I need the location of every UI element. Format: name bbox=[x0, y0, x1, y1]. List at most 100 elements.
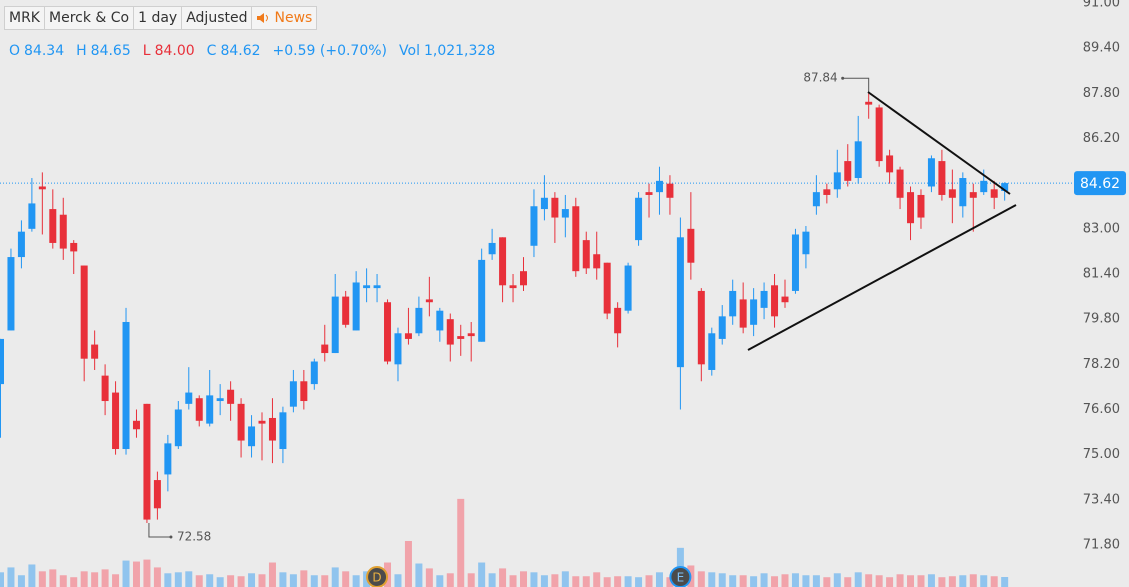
volume-bar bbox=[268, 562, 276, 587]
volume-bar bbox=[666, 577, 674, 587]
volume-bar bbox=[300, 570, 308, 587]
volume-bar bbox=[436, 575, 444, 587]
volume-bar bbox=[812, 575, 820, 587]
y-tick-label: 75.00 bbox=[1083, 447, 1120, 462]
y-tick-label: 89.40 bbox=[1083, 41, 1120, 56]
y-tick-label: 91.00 bbox=[1083, 0, 1120, 11]
volume-bar bbox=[750, 576, 758, 587]
candle-body bbox=[980, 180, 988, 193]
volume-bar bbox=[478, 562, 486, 587]
volume-bar bbox=[28, 564, 36, 587]
volume-bar bbox=[635, 577, 643, 587]
candle-body bbox=[352, 282, 360, 331]
y-tick-label: 83.00 bbox=[1083, 221, 1120, 236]
candle-body bbox=[614, 307, 622, 334]
y-tick-label: 76.60 bbox=[1083, 402, 1120, 417]
volume-bar bbox=[561, 571, 569, 587]
speaker-icon bbox=[257, 13, 269, 23]
candle-body bbox=[666, 183, 674, 198]
news-button[interactable]: News bbox=[251, 6, 318, 30]
quote-item: O 84.34 bbox=[9, 43, 68, 59]
event-label: D bbox=[372, 571, 381, 585]
interval[interactable]: 1 day bbox=[133, 6, 183, 30]
candle-body bbox=[708, 333, 716, 370]
candle-body bbox=[143, 403, 151, 520]
volume-bar bbox=[948, 576, 956, 587]
volume-bar bbox=[959, 575, 967, 587]
candle-body bbox=[7, 257, 15, 331]
candle-body bbox=[59, 214, 67, 249]
volume-bar bbox=[781, 574, 789, 587]
volume-bar bbox=[875, 575, 883, 587]
event-marker[interactable] bbox=[366, 566, 389, 587]
volume-bar bbox=[886, 577, 894, 587]
candle-body bbox=[823, 189, 831, 195]
candle-body bbox=[415, 307, 423, 334]
event-marker[interactable] bbox=[669, 566, 692, 587]
candle-body bbox=[394, 333, 402, 365]
annotation-label: 72.58 bbox=[177, 529, 211, 543]
quote-label: H bbox=[76, 43, 87, 59]
volume-bar bbox=[49, 569, 57, 587]
quote-value: 84.00 bbox=[154, 43, 195, 59]
candle-body bbox=[164, 443, 172, 475]
volume-bar bbox=[258, 574, 266, 587]
candle-body bbox=[771, 285, 779, 317]
volume-bar bbox=[132, 561, 140, 587]
candle-body bbox=[802, 231, 810, 255]
volume-bar bbox=[331, 567, 339, 587]
annotation-label: 87.84 bbox=[803, 71, 837, 85]
candle-body bbox=[603, 262, 611, 314]
volume-bar bbox=[404, 540, 412, 587]
candle-body bbox=[624, 265, 632, 311]
candle-body bbox=[404, 333, 412, 339]
company-name: Merck & Co bbox=[44, 6, 135, 30]
symbol[interactable]: MRK bbox=[4, 6, 45, 30]
volume-bar bbox=[352, 575, 360, 587]
volume-bar bbox=[101, 569, 109, 587]
candle-body bbox=[886, 155, 894, 173]
candle-body bbox=[478, 259, 486, 342]
volume-bar bbox=[645, 575, 653, 587]
volume-bar bbox=[216, 577, 224, 587]
candle-body bbox=[687, 228, 695, 263]
volume-bar bbox=[206, 574, 214, 587]
annotation-dot bbox=[841, 76, 845, 80]
volume-bar bbox=[59, 575, 67, 587]
candle-body bbox=[969, 192, 977, 198]
volume-bar bbox=[927, 574, 935, 587]
adjustment[interactable]: Adjusted bbox=[181, 6, 253, 30]
candle-body bbox=[457, 336, 465, 339]
candle-body bbox=[363, 285, 371, 289]
candle-body bbox=[655, 180, 663, 193]
volume-bar bbox=[279, 572, 287, 587]
volume-bar bbox=[185, 571, 193, 587]
volume-bar bbox=[718, 573, 726, 587]
annotation-leader bbox=[148, 522, 171, 538]
candle-body bbox=[132, 420, 140, 430]
last-price-box bbox=[1074, 171, 1126, 196]
y-tick-label: 86.20 bbox=[1083, 131, 1120, 146]
volume-bar bbox=[739, 575, 747, 587]
volume-bar bbox=[771, 576, 779, 587]
candle-body bbox=[289, 381, 297, 407]
volume-bar bbox=[844, 577, 852, 587]
volume-bar bbox=[227, 575, 235, 587]
volume-bar bbox=[122, 560, 130, 587]
candle-body bbox=[520, 271, 527, 286]
quote-value: +0.59 (+0.70%) bbox=[272, 43, 388, 59]
candle-body bbox=[488, 242, 496, 255]
candle-body bbox=[760, 290, 768, 308]
candle-body bbox=[812, 192, 820, 207]
candle-body bbox=[697, 290, 705, 365]
candle-body bbox=[0, 338, 4, 385]
volume-bar bbox=[415, 563, 423, 587]
candle-body bbox=[80, 265, 88, 359]
candle-body bbox=[206, 395, 214, 424]
candle-body bbox=[384, 302, 392, 362]
candle-body bbox=[17, 231, 25, 258]
candle-body bbox=[185, 392, 193, 404]
volume-bar bbox=[572, 576, 580, 587]
y-tick-label: 73.40 bbox=[1083, 492, 1120, 507]
